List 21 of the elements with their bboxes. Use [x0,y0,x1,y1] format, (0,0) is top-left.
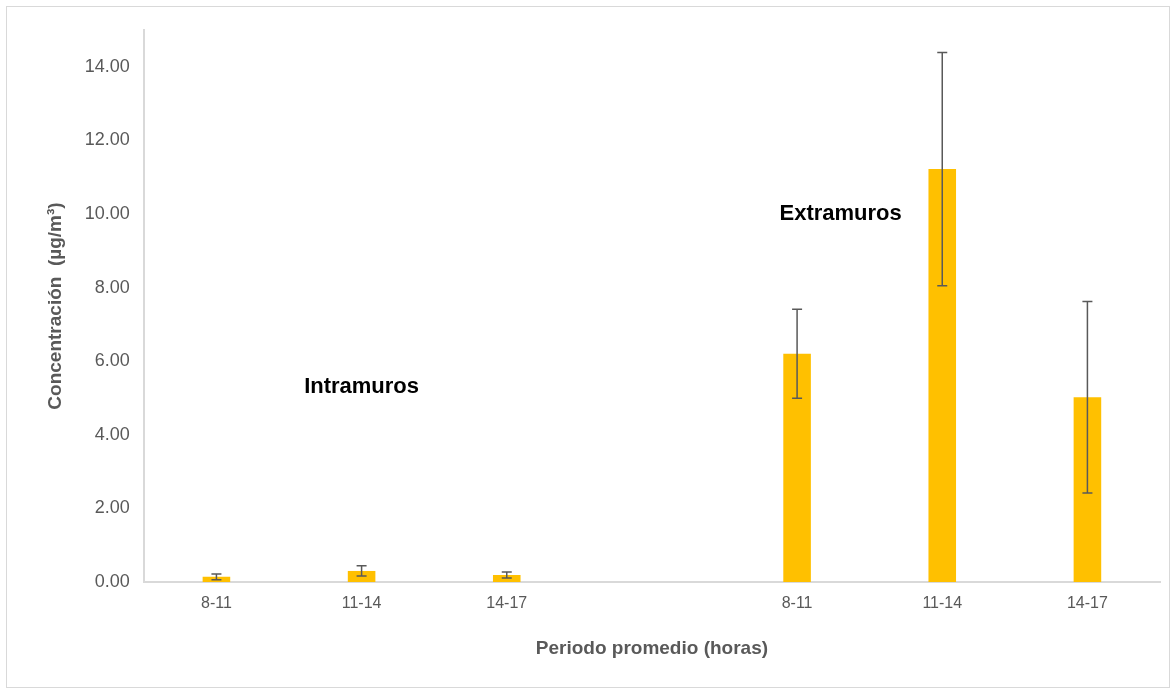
y-axis-title: Concentración (µg/m³) [43,202,65,410]
y-tick-label: 10.00 [84,202,130,223]
annotation: Extramuros [779,200,902,226]
x-axis-title: Periodo promedio (horas) [535,636,769,658]
y-tick-label: 0.00 [94,570,130,591]
y-tick-label: 12.00 [84,129,130,150]
x-tick-label: 8-11 [201,594,232,612]
annotation: Intramuros [304,373,420,399]
x-tick-label: 11-14 [341,594,382,612]
x-tick-label: 11-14 [922,594,963,612]
y-tick-label: 8.00 [94,276,130,297]
bar [928,169,957,582]
y-tick-label: 14.00 [84,55,130,76]
x-tick-label: 14-17 [486,594,528,612]
y-tick-label: 4.00 [94,423,130,444]
bar [1073,397,1102,582]
bar [783,353,811,582]
x-tick-label: 14-17 [1066,594,1108,612]
y-tick-label: 6.00 [94,350,130,371]
y-tick-label: 2.00 [94,497,130,518]
x-tick-label: 8-11 [781,594,813,612]
